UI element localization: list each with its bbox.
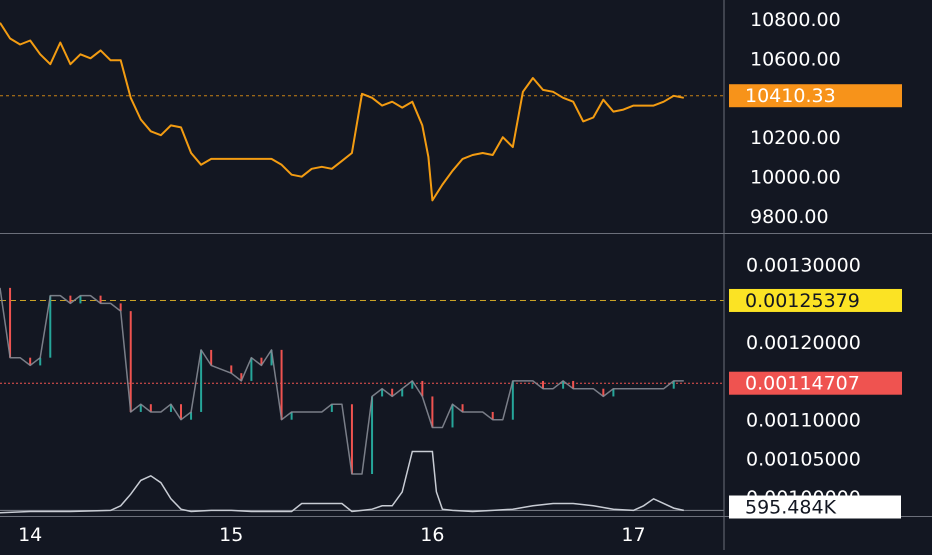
volume-last-badge-label: 595.484K bbox=[745, 497, 837, 519]
volume-series-line bbox=[0, 450, 684, 514]
ratio-tick-0.00105000: 0.00105000 bbox=[746, 448, 861, 470]
price-tick-10800.00: 10800.00 bbox=[750, 9, 841, 31]
price-tick-10600.00: 10600.00 bbox=[750, 48, 841, 70]
price-series-line bbox=[0, 22, 684, 202]
ratio-tick-0.00110000: 0.00110000 bbox=[746, 410, 861, 432]
time-tick-14: 14 bbox=[18, 524, 42, 546]
price-last-badge-label: 10410.33 bbox=[745, 85, 836, 107]
time-axis[interactable]: 14 15 16 17 bbox=[18, 524, 646, 546]
ratio-tick-0.00120000: 0.00120000 bbox=[746, 332, 861, 354]
price-pane[interactable] bbox=[0, 22, 724, 202]
time-tick-15: 15 bbox=[219, 524, 243, 546]
ratio-last-badge-label: 0.00114707 bbox=[745, 373, 860, 395]
value-badges: 10410.33 0.00125379 0.00114707 595.484K bbox=[729, 84, 902, 519]
ratio-last-badge bbox=[729, 371, 902, 395]
time-tick-16: 16 bbox=[420, 524, 444, 546]
volume-last-badge bbox=[729, 495, 901, 519]
ratio-tick-0.00130000: 0.00130000 bbox=[746, 255, 861, 277]
price-last-badge bbox=[729, 84, 902, 108]
volume-pane bbox=[0, 450, 724, 514]
ratio-pane[interactable] bbox=[0, 287, 724, 475]
time-tick-17: 17 bbox=[621, 524, 645, 546]
ratio-high-badge bbox=[729, 288, 902, 312]
price-tick-9800.00: 9800.00 bbox=[750, 206, 829, 228]
price-tick-10000.00: 10000.00 bbox=[750, 167, 841, 189]
ratio-high-badge-label: 0.00125379 bbox=[745, 290, 860, 312]
ratio-series-line bbox=[0, 287, 684, 475]
price-tick-10200.00: 10200.00 bbox=[750, 127, 841, 149]
